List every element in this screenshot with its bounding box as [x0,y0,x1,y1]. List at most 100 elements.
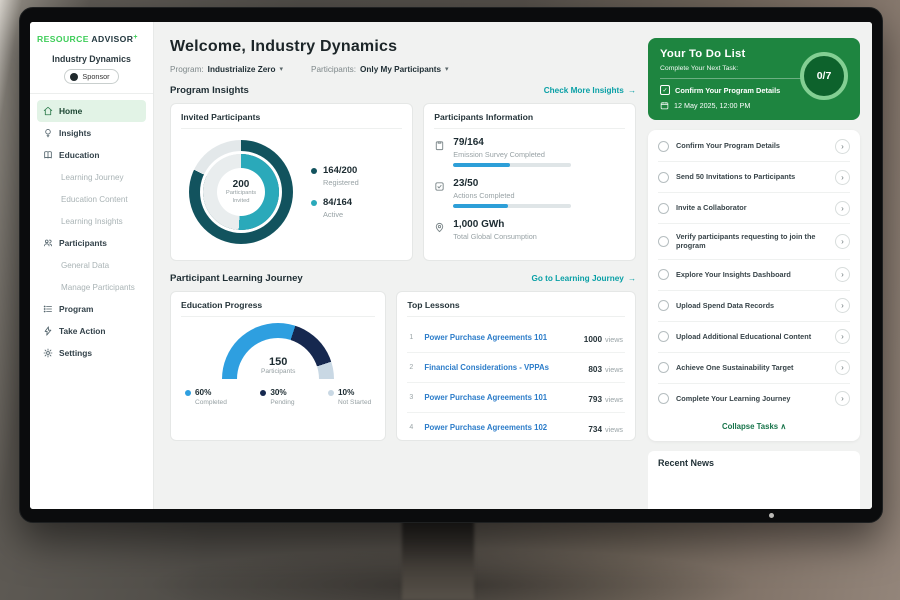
app-logo: RESOURCE ADVISOR+ [37,34,146,44]
info-row-emission-survey: 79/164 Emission Survey Completed [434,137,625,167]
legend-item-pending: 30% Pending [260,388,295,406]
task-checkbox[interactable] [658,171,669,183]
lesson-row[interactable]: 4 Power Purchase Agreements 102 734 views [407,413,625,440]
task-row-verify-participants[interactable]: Verify participants requesting to join t… [658,224,850,260]
todo-due-date-label: 12 May 2025, 12:00 PM [674,101,751,110]
task-checkbox[interactable] [658,235,669,247]
invited-participants-card: Invited Participants 200 Participants In… [170,103,414,261]
lesson-row[interactable]: 3 Power Purchase Agreements 101 793 views [407,383,625,413]
sidebar-item-education[interactable]: Education [37,144,146,166]
task-row-upload-educational-content[interactable]: Upload Additional Educational Content › [658,322,850,353]
program-dropdown[interactable]: Program: Industrialize Zero ▾ [170,65,283,74]
task-checkbox[interactable] [658,393,669,405]
sidebar-item-general-data[interactable]: General Data [37,254,146,276]
chevron-right-icon[interactable]: › [835,360,850,376]
todo-header-card: Your To Do List Complete Your Next Task:… [648,38,860,120]
participants-dropdown-label: Participants: [310,65,357,74]
sidebar-item-program[interactable]: Program [37,298,146,320]
info-label: Actions Completed [453,191,515,200]
education-progress-card: Education Progress 150 Participants 60% [170,291,387,441]
link-label: Go to Learning Journey [531,274,624,283]
sidebar-item-manage-participants[interactable]: Manage Participants [37,276,146,298]
legend-dot [311,200,317,206]
sidebar-item-settings[interactable]: Settings [37,342,146,364]
task-row-achieve-target[interactable]: Achieve One Sustainability Target › [658,353,850,384]
program-dropdown-label: Program: [170,65,204,74]
sidebar-item-participants[interactable]: Participants [37,232,146,254]
sidebar-item-home[interactable]: Home [37,100,146,122]
todo-subtitle: Complete Your Next Task: [660,65,739,72]
todo-progress-value: 0/7 [816,70,832,82]
legend-item-not-started: 10% Not Started [327,388,371,406]
info-row-consumption: 1,000 GWh Total Global Consumption [434,219,625,245]
section-title: Program Insights [170,85,249,96]
donut-legend: 164/200 Registered 84/164 Active [311,155,359,229]
sidebar-item-learning-journey[interactable]: Learning Journey [37,166,146,188]
task-row-explore-insights[interactable]: Explore Your Insights Dashboard › [658,260,850,291]
task-row-send-invitations[interactable]: Send 50 Invitations to Participants › [658,162,850,193]
lesson-title-link[interactable]: Power Purchase Agreements 101 [424,393,548,402]
task-row-invite-collaborator[interactable]: Invite a Collaborator › [658,193,850,224]
legend-value: 10% [337,388,355,397]
sidebar-item-label: Home [59,106,83,116]
chevron-right-icon[interactable]: › [835,298,850,314]
go-to-learning-journey-link[interactable]: Go to Learning Journey → [531,274,636,283]
legend-label: Completed [195,399,227,406]
task-row-upload-spend-data[interactable]: Upload Spend Data Records › [658,291,850,322]
sidebar-item-label: Education Content [61,194,128,204]
chevron-right-icon[interactable]: › [835,329,850,345]
clipboard-icon [434,138,445,156]
sidebar-item-label: Insights [59,128,92,138]
lesson-rank: 2 [409,364,414,371]
sidebar-item-label: Program [59,304,94,314]
chevron-down-icon: ▾ [445,66,449,73]
sidebar-item-insights[interactable]: Insights [37,122,146,144]
task-checkbox[interactable] [658,331,669,343]
gauge-legend: 60% Completed 30% Pending 10% [181,388,375,406]
gauge-center-label: Participants [260,368,296,375]
chevron-right-icon[interactable]: › [835,391,850,407]
task-checkbox[interactable] [658,362,669,374]
legend-item-active: 84/164 Active [311,197,359,219]
lesson-title-link[interactable]: Financial Considerations - VPPAs [424,363,549,372]
chevron-right-icon[interactable]: › [835,233,850,249]
task-row-confirm-program[interactable]: Confirm Your Program Details › [658,131,850,162]
learning-cards-row: Education Progress 150 Participants 60% [170,291,636,441]
chevron-right-icon[interactable]: › [835,200,850,216]
task-checkbox[interactable] [658,140,669,152]
chevron-right-icon[interactable]: › [835,138,850,154]
lesson-row[interactable]: 2 Financial Considerations - VPPAs 803 vi… [407,353,625,383]
participants-dropdown-value: Only My Participants [360,65,442,74]
bulb-icon [45,129,51,138]
check-more-insights-link[interactable]: Check More Insights → [544,86,636,95]
task-checkbox[interactable] [658,202,669,214]
sponsor-icon [70,72,79,81]
power-led [769,513,774,518]
donut-center: 200 Participants Invited [217,168,265,216]
legend-dot [327,389,334,396]
sidebar-item-education-content[interactable]: Education Content [37,188,146,210]
sidebar-divider [30,93,153,94]
todo-task-list: Confirm Your Program Details › Send 50 I… [648,130,860,441]
legend-dot [260,389,267,396]
collapse-tasks-link[interactable]: Collapse Tasks ∧ [721,421,787,431]
todo-next-task[interactable]: ✓ Confirm Your Program Details [660,78,810,95]
sponsor-badge[interactable]: Sponsor [64,69,119,84]
chevron-right-icon[interactable]: › [835,267,850,283]
list-icon [43,305,52,313]
top-lessons-card: Top Lessons 1 Power Purchase Agreements … [396,291,636,441]
sidebar-item-learning-insights[interactable]: Learning Insights [37,210,146,232]
participants-dropdown[interactable]: Participants: Only My Participants ▾ [311,65,449,74]
lesson-title-link[interactable]: Power Purchase Agreements 101 [424,333,548,342]
insights-cards-row: Invited Participants 200 Participants In… [170,103,636,261]
task-checkbox[interactable] [658,269,669,281]
legend-label: Active [323,210,344,219]
task-row-complete-learning-journey[interactable]: Complete Your Learning Journey › [658,384,850,414]
sidebar-item-take-action[interactable]: Take Action [37,320,146,342]
chevron-right-icon[interactable]: › [835,169,850,185]
legend-item-completed: 60% Completed [185,388,227,406]
lesson-title-link[interactable]: Power Purchase Agreements 102 [424,423,548,432]
lesson-row[interactable]: 1 Power Purchase Agreements 101 1000 view… [407,323,625,353]
checked-checkbox-icon[interactable]: ✓ [660,85,670,95]
task-checkbox[interactable] [658,300,669,312]
